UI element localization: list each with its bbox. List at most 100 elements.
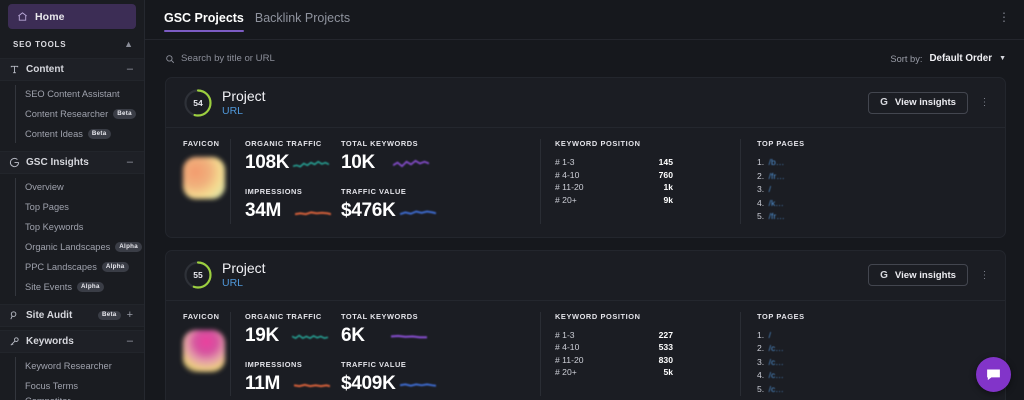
keyword-position-table: # 1-3 227 # 4-10 533 # 11-20 830 [555, 329, 740, 379]
metrics-row-top: ORGANIC TRAFFIC 19K TOTAL KEYWORDS [245, 312, 540, 346]
view-insights-label: View insights [894, 269, 956, 281]
page-overflow-menu-icon[interactable]: ⋮ [997, 10, 1011, 24]
sidebar-section-seo-tools[interactable]: SEO TOOLS ▲ [0, 33, 144, 55]
sidebar-item-content-researcher[interactable]: Content Researcher Beta [0, 104, 144, 124]
project-card-list: 54 Project URL G View insights ⋮ [145, 77, 1024, 400]
sidebar-item-keyword-researcher[interactable]: Keyword Researcher [0, 356, 144, 376]
kw-count: 1k [663, 182, 673, 192]
badge-beta: Beta [113, 109, 136, 119]
page-path[interactable]: / [768, 329, 771, 340]
page-path[interactable]: /c… [768, 383, 784, 394]
metric-label: IMPRESSIONS [245, 187, 303, 196]
page-rank: 4. [757, 197, 765, 208]
list-item[interactable]: 5. /c… [757, 383, 1005, 397]
page-path[interactable]: /c… [768, 370, 784, 380]
project-score-value: 55 [193, 270, 203, 280]
metric-total-keywords: TOTAL KEYWORDS 10K [341, 139, 491, 173]
sidebar-group-site-audit[interactable]: Site Audit Beta + [0, 304, 144, 327]
list-item[interactable]: 4. /c… [757, 369, 1005, 383]
view-insights-button[interactable]: G View insights [868, 264, 968, 286]
list-item[interactable]: 1. / [757, 329, 1005, 343]
sidebar-group-gsc-insights[interactable]: GSC Insights – [0, 151, 144, 174]
metric-value-wrap: $476K [341, 201, 491, 221]
page-path[interactable]: / [768, 184, 771, 194]
chevron-down-icon[interactable]: ▼ [999, 55, 1006, 62]
sidebar-subitem-label: Organic Landscapes [25, 242, 111, 252]
sidebar-item-content-ideas[interactable]: Content Ideas Beta [0, 124, 144, 144]
metric-traffic-value: TRAFFIC VALUE $409K [341, 360, 491, 394]
tab-gsc-projects[interactable]: GSC Projects [164, 11, 244, 32]
favicon-column: FAVICON [166, 139, 230, 224]
badge-beta: Beta [97, 310, 121, 321]
table-row: # 20+ 9k [555, 194, 740, 207]
badge-alpha: Alpha [77, 282, 104, 292]
page-path[interactable]: /fr… [768, 211, 785, 221]
sidebar-item-competitor-research[interactable]: Competitor Research Alpha [0, 396, 144, 400]
sidebar-group-keywords[interactable]: Keywords – [0, 330, 144, 353]
page-path[interactable]: /k… [768, 197, 784, 208]
sidebar-item-organic-landscapes[interactable]: Organic Landscapes Alpha [0, 237, 144, 257]
sidebar-item-site-events[interactable]: Site Events Alpha [0, 277, 144, 297]
metrics-row-top: ORGANIC TRAFFIC 108K TOTAL KEYWORDS [245, 139, 540, 173]
list-item[interactable]: 3. / [757, 183, 1005, 197]
project-score-ring: 54 [183, 88, 213, 118]
page-rank: 1. [757, 157, 765, 167]
list-item[interactable]: 3. /c… [757, 356, 1005, 370]
sidebar-item-seo-content-assistant[interactable]: SEO Content Assistant [0, 84, 144, 104]
main-content: GSC Projects Backlink Projects ⋮ Search … [145, 0, 1024, 400]
list-item[interactable]: 2. /fr… [757, 170, 1005, 184]
card-overflow-menu-icon[interactable]: ⋮ [979, 269, 990, 281]
kw-range: # 1-3 [555, 157, 575, 167]
sidebar-item-home[interactable]: Home [8, 4, 136, 29]
collapse-minus-icon[interactable]: – [126, 335, 133, 347]
page-path[interactable]: /b… [768, 157, 785, 167]
table-row: # 1-3 145 [555, 156, 740, 169]
metric-value: 11M [245, 372, 281, 394]
collapse-minus-icon[interactable]: – [126, 63, 133, 75]
list-item[interactable]: 4. /k… [757, 197, 1005, 211]
metric-organic-traffic: ORGANIC TRAFFIC 19K [245, 312, 341, 346]
list-item[interactable]: 2. /c… [757, 342, 1005, 356]
sidebar-item-top-keywords[interactable]: Top Keywords [0, 217, 144, 237]
google-g-icon: G [880, 269, 888, 281]
expand-plus-icon[interactable]: + [126, 309, 133, 321]
project-card-actions: G View insights ⋮ [868, 91, 990, 114]
sidebar-subitem-label: Focus Terms [25, 381, 79, 391]
sort-dropdown[interactable]: Sort by: Default Order ▼ [890, 53, 1006, 64]
sidebar-subitem-label: Content Ideas [25, 129, 83, 139]
sidebar-subitem-label: Competitor Research [25, 396, 112, 400]
kw-count: 5k [663, 367, 673, 377]
sidebar-item-top-pages[interactable]: Top Pages [0, 197, 144, 217]
page-rank: 2. [757, 343, 765, 353]
sidebar-item-ppc-landscapes[interactable]: PPC Landscapes Alpha [0, 257, 144, 277]
metric-value-wrap: 108K [245, 153, 341, 173]
sparkline-traffic-value [399, 383, 436, 387]
view-insights-button[interactable]: G View insights [868, 91, 968, 114]
list-item[interactable]: 1. /b… [757, 156, 1005, 170]
keyword-position-label: KEYWORD POSITION [555, 139, 641, 148]
sidebar-sublist-content: SEO Content Assistant Content Researcher… [0, 81, 144, 148]
project-url[interactable]: URL [222, 104, 244, 117]
metric-label: IMPRESSIONS [245, 359, 303, 369]
metric-organic-traffic: ORGANIC TRAFFIC 108K [245, 139, 341, 173]
page-path[interactable]: /c… [768, 343, 784, 353]
sidebar-group-content[interactable]: Content – [0, 58, 144, 81]
kw-range: # 1-3 [555, 329, 575, 340]
tab-backlink-projects[interactable]: Backlink Projects [254, 11, 351, 25]
list-item[interactable]: 5. /fr… [757, 210, 1005, 224]
table-row: # 1-3 227 [555, 329, 740, 342]
sidebar-item-overview[interactable]: Overview [0, 177, 144, 197]
sidebar-sublist-gsc-insights: Overview Top Pages Top Keywords Organic … [0, 174, 144, 301]
sparkline-organic-traffic [291, 334, 328, 340]
search-input[interactable]: Search by title or URL [165, 53, 275, 64]
collapse-minus-icon[interactable]: – [126, 156, 133, 168]
card-overflow-menu-icon[interactable]: ⋮ [979, 97, 990, 108]
chat-support-button[interactable] [976, 357, 1011, 392]
page-path[interactable]: /c… [768, 356, 784, 367]
page-path[interactable]: /fr… [768, 170, 785, 181]
sidebar-subitem-label: Site Events [25, 282, 73, 292]
sidebar-item-focus-terms[interactable]: Focus Terms [0, 376, 144, 396]
chevron-up-icon[interactable]: ▲ [124, 38, 133, 49]
page-rank: 5. [757, 383, 765, 394]
project-url[interactable]: URL [222, 277, 244, 289]
